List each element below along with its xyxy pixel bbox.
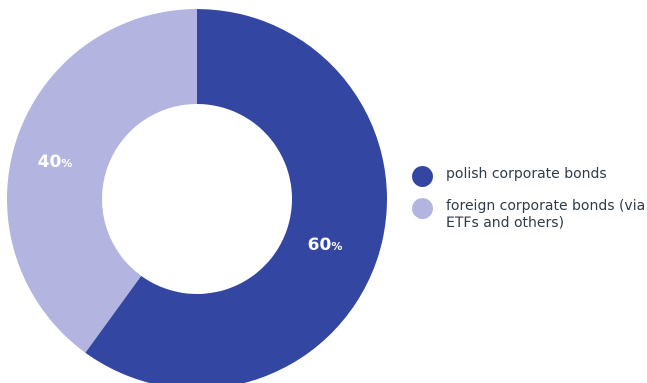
legend-label: foreign corporate bonds (via ETFs and ot… (446, 198, 646, 231)
data-label-polish-corporate-bonds: 60% (308, 235, 343, 255)
legend-label: polish corporate bonds (446, 166, 607, 182)
legend-item-foreign-corporate-bonds[interactable]: foreign corporate bonds (via ETFs and ot… (412, 198, 647, 232)
data-label-foreign-corporate-bonds: 40% (38, 152, 73, 172)
donut-chart: 60% 40% (6, 9, 387, 383)
slice-foreign[interactable] (6, 9, 197, 353)
slice-polish[interactable] (85, 9, 387, 383)
legend-item-polish-corporate-bonds[interactable]: polish corporate bonds (412, 166, 647, 187)
legend: polish corporate bonds foreign corporate… (412, 166, 647, 247)
legend-swatch-polish (412, 166, 433, 187)
legend-swatch-foreign (412, 198, 433, 219)
